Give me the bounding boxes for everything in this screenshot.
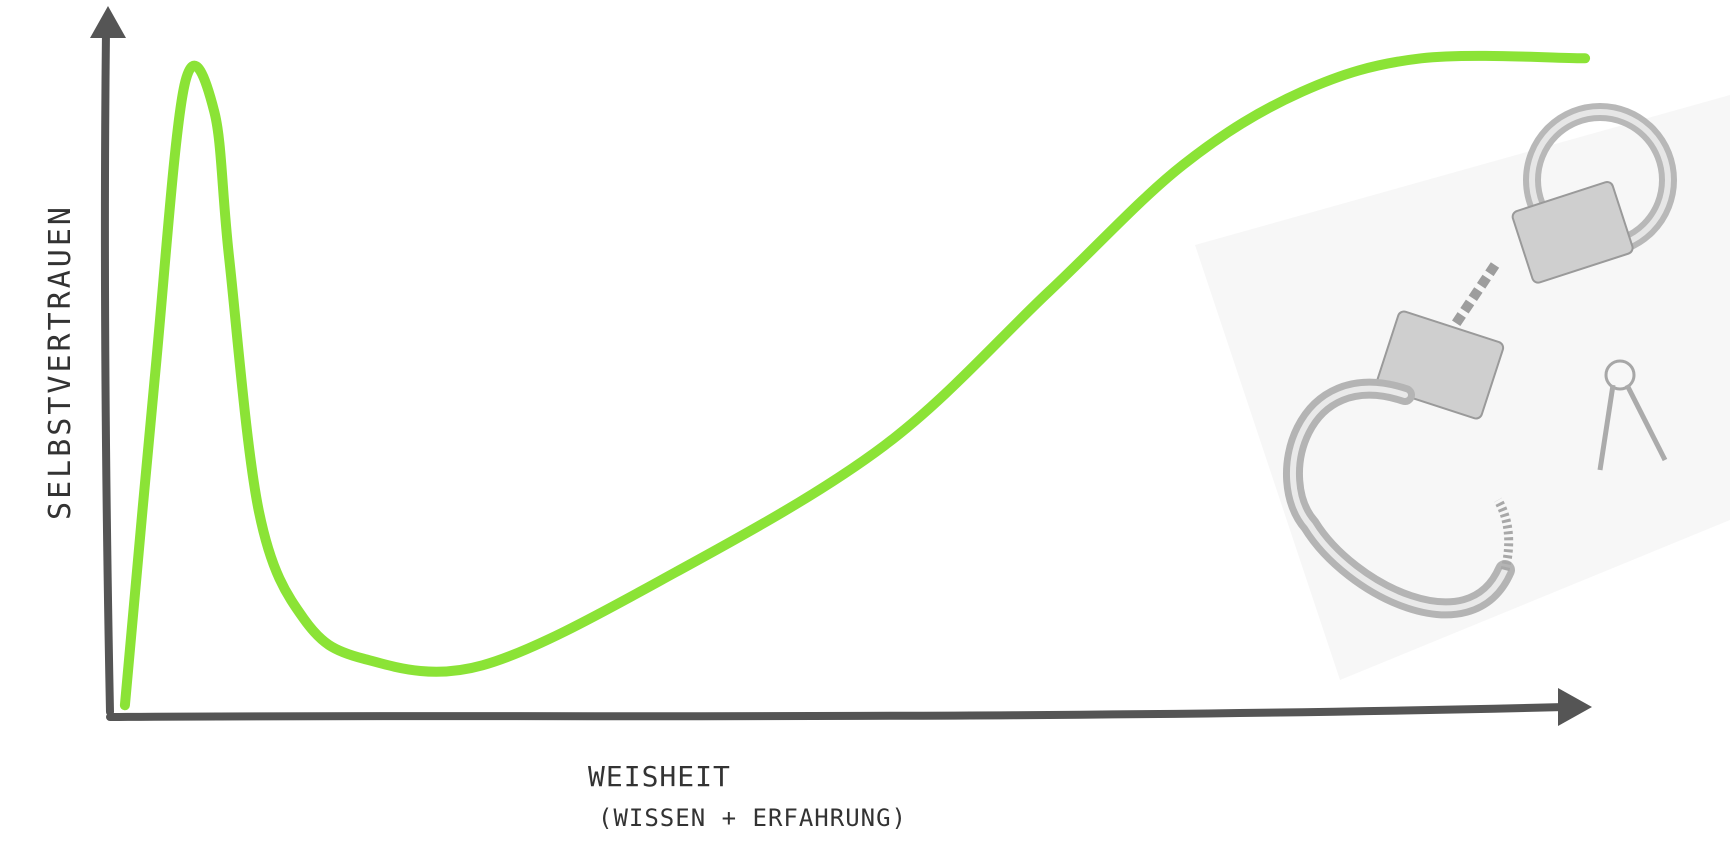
x-axis-label: WEISHEIT [588, 760, 731, 793]
handcuffs-image [1195, 95, 1730, 680]
x-axis-sublabel: (WISSEN + ERFAHRUNG) [598, 804, 907, 832]
series-line [119, 50, 1591, 711]
x-axis-arrow-icon [1558, 688, 1592, 726]
y-axis-label: SELBSTVERTRAUEN [43, 204, 78, 520]
y-axis-arrow-icon [90, 6, 126, 38]
axes [90, 6, 1592, 726]
y-axis [100, 26, 114, 716]
x-axis [106, 703, 1569, 721]
